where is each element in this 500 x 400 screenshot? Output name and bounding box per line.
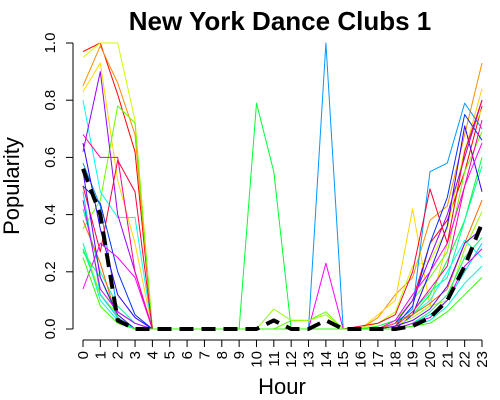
y-axis-label: Popularity (0, 137, 24, 235)
series-line-2 (82, 45, 483, 330)
x-tick-label: 21 (439, 351, 456, 368)
x-tick-label: 12 (283, 351, 300, 368)
chart-title: New York Dance Clubs 1 (129, 6, 431, 36)
y-axis: 0.0 0.2 0.4 0.6 0.8 1.0 (42, 33, 74, 340)
x-tick-label: 18 (387, 351, 404, 368)
x-tick-label: 16 (353, 351, 370, 368)
x-tick-label: 3 (127, 351, 144, 359)
x-tick-label: 2 (110, 351, 127, 359)
series-line-9 (82, 42, 483, 330)
series-line-3 (82, 62, 483, 330)
series-line-4 (82, 42, 483, 330)
y-tick-label: 0.0 (42, 319, 59, 340)
x-tick-label: 17 (370, 351, 387, 368)
y-tick-label: 0.8 (42, 90, 59, 111)
x-tick-label: 13 (301, 351, 318, 368)
x-tick-label: 6 (179, 351, 196, 359)
y-tick-label: 0.6 (42, 147, 59, 168)
y-tick-label: 1.0 (42, 33, 59, 54)
y-tick-label: 0.2 (42, 261, 59, 282)
x-tick-label: 8 (214, 351, 231, 359)
x-axis-label: Hour (258, 374, 306, 399)
x-tick-label: 4 (144, 351, 161, 359)
x-tick-label: 9 (231, 351, 248, 359)
series-line-1 (82, 42, 483, 330)
series-line-5 (82, 105, 483, 330)
x-tick-label: 23 (474, 351, 491, 368)
x-axis: 0 1 2 3 4 5 6 7 8 9 10 11 12 13 14 15 16 17 18 19 20 21 22 23 (75, 339, 491, 368)
x-tick-label: 19 (405, 351, 422, 368)
x-tick-label: 22 (457, 351, 474, 368)
mean-series-line (81, 168, 484, 331)
x-tick-label: 15 (335, 351, 352, 368)
x-tick-label: 14 (318, 351, 335, 368)
x-tick-label: 5 (162, 351, 179, 359)
x-tick-label: 1 (92, 351, 109, 359)
x-tick-label: 20 (422, 351, 439, 368)
x-tick-label: 0 (75, 351, 92, 359)
x-tick-label: 11 (266, 351, 283, 367)
x-tick-label: 7 (196, 351, 213, 359)
x-tick-label: 10 (248, 351, 265, 368)
series-group (81, 42, 484, 331)
y-tick-label: 0.4 (42, 204, 59, 225)
